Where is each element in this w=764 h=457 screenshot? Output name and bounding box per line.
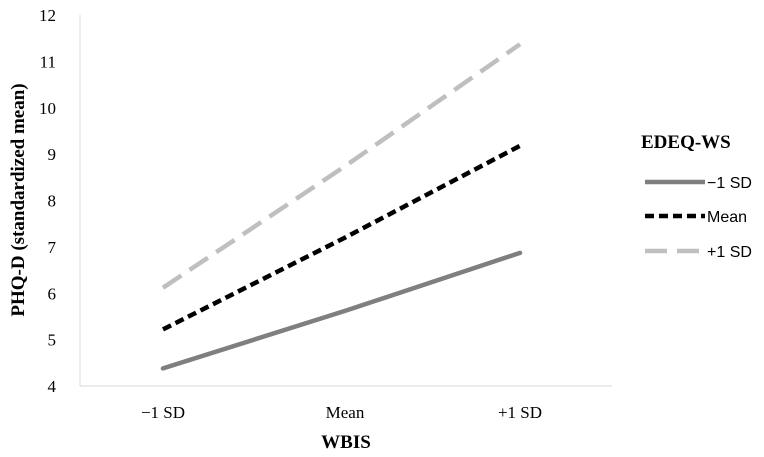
series-lines bbox=[160, 42, 523, 371]
x-tick-label: Mean bbox=[326, 403, 365, 422]
series-line bbox=[160, 250, 523, 371]
legend: EDEQ-WS −1 SD Mean +1 SD bbox=[641, 132, 752, 261]
series-line bbox=[161, 143, 522, 332]
series-line bbox=[161, 42, 522, 290]
legend-title: EDEQ-WS bbox=[641, 132, 731, 153]
legend-label: −1 SD bbox=[707, 175, 752, 192]
x-tick-labels: −1 SD Mean +1 SD bbox=[141, 403, 542, 422]
y-tick-label: 12 bbox=[39, 6, 56, 25]
y-tick-label: 11 bbox=[40, 52, 56, 71]
y-tick-labels: 4 5 6 7 8 9 10 11 12 bbox=[39, 6, 57, 396]
legend-label: +1 SD bbox=[707, 244, 752, 261]
y-axis-title: PHQ-D (standardized mean) bbox=[8, 83, 29, 316]
y-tick-label: 9 bbox=[48, 145, 57, 164]
y-tick-label: 7 bbox=[48, 238, 57, 257]
legend-items: −1 SD Mean +1 SD bbox=[645, 175, 752, 261]
legend-label: Mean bbox=[707, 209, 747, 226]
y-tick-label: 8 bbox=[48, 192, 57, 211]
x-axis-title: WBIS bbox=[321, 432, 371, 453]
x-tick-label: −1 SD bbox=[141, 403, 185, 422]
y-tick-label: 5 bbox=[48, 331, 57, 350]
x-tick-label: +1 SD bbox=[498, 403, 542, 422]
y-tick-label: 6 bbox=[48, 284, 57, 303]
y-tick-label: 4 bbox=[48, 377, 57, 396]
y-tick-label: 10 bbox=[39, 99, 56, 118]
